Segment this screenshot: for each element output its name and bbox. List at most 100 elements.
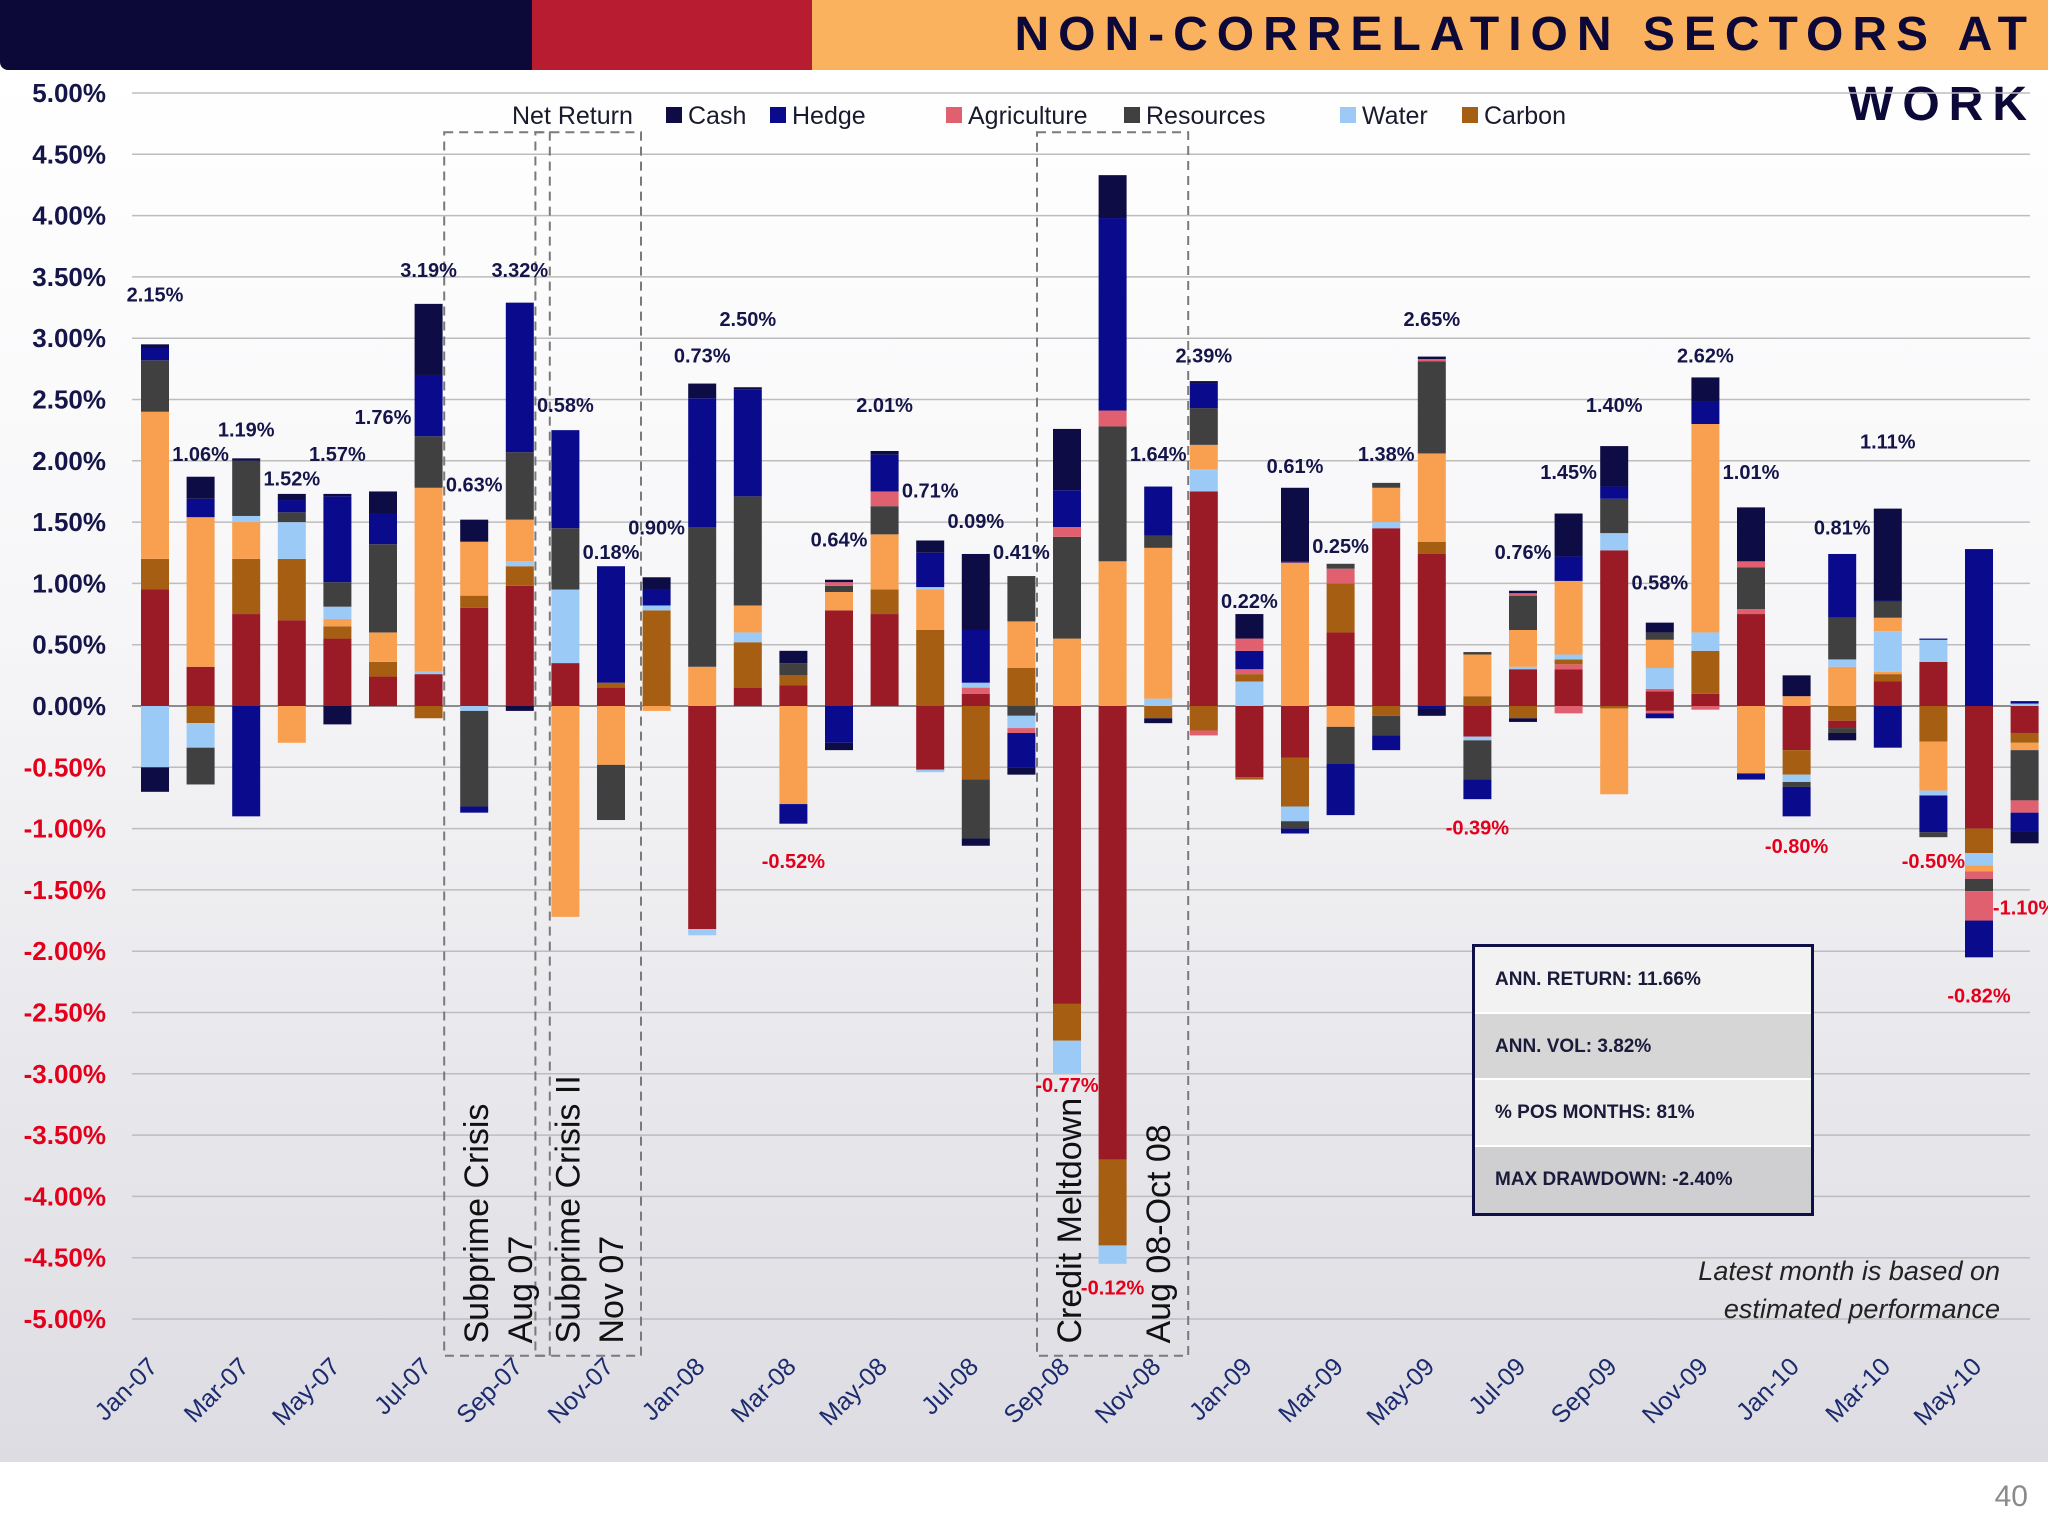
bar-segment-res — [186, 747, 215, 785]
net-return-label: 1.01% — [1723, 462, 1780, 484]
x-tick-label: Jan-10 — [1731, 1352, 1805, 1426]
bar-segment-cash — [1828, 732, 1857, 741]
legend-swatch — [1340, 107, 1356, 123]
bar-segment-water — [1098, 1245, 1127, 1264]
bar-segment-res — [1463, 652, 1492, 655]
bar-segment-hedge — [369, 513, 397, 545]
bar-segment-cash — [1235, 614, 1264, 639]
x-tick-label: Sep-08 — [998, 1352, 1075, 1429]
bar-segment-orange — [414, 487, 443, 672]
bar-segment-cash — [916, 540, 945, 553]
bar-segment-water — [414, 671, 443, 675]
bar-Oct-09 — [1645, 622, 1674, 719]
bar-segment-hedge — [1691, 401, 1720, 425]
legend-label: Net Return — [512, 102, 633, 130]
bar-Aug-08 — [1007, 576, 1036, 775]
bar-segment-water — [1919, 790, 1948, 796]
net-return-label: 1.11% — [1860, 432, 1916, 454]
bar-segment-red — [1645, 691, 1674, 706]
bar-segment-res — [1645, 632, 1674, 640]
bar-segment-red — [1372, 528, 1401, 706]
bar-segment-orange — [232, 522, 261, 559]
bar-segment-cash — [825, 742, 853, 751]
bar-segment-water — [1189, 469, 1218, 492]
bar-segment-carbon — [369, 661, 397, 677]
bar-segment-water — [916, 587, 945, 590]
bar-Apr-08 — [825, 579, 853, 751]
bar-segment-hedge — [277, 500, 306, 513]
bar-segment-water — [460, 706, 489, 711]
legend-label: Cash — [688, 102, 746, 130]
y-tick-label: -5.00% — [24, 1304, 106, 1334]
header-band-orange — [812, 0, 2048, 70]
bar-segment-res — [1326, 726, 1355, 764]
legend-swatch — [770, 107, 786, 123]
bar-segment-water — [733, 632, 762, 643]
bar-segment-water — [2010, 703, 2039, 706]
bar-segment-carbon — [277, 558, 306, 621]
bar-segment-res — [733, 496, 762, 606]
bar-segment-res — [1509, 595, 1537, 630]
bar-segment-orange — [505, 519, 534, 562]
bar-Dec-07 — [642, 577, 671, 711]
net-return-label: 2.01% — [856, 395, 913, 417]
y-tick-label: -4.50% — [24, 1243, 106, 1273]
bar-segment-carbon — [1326, 583, 1355, 633]
bar-segment-agri — [1554, 706, 1583, 714]
slide-header: NON-CORRELATION SECTORS AT WORK — [0, 0, 2048, 131]
y-tick-label: -2.50% — [24, 998, 106, 1028]
bar-Mar-10 — [1873, 508, 1902, 748]
bar-segment-red — [1053, 706, 1081, 1004]
bar-segment-carbon — [1600, 706, 1629, 709]
bar-segment-res — [141, 360, 169, 412]
bar-segment-hedge — [1144, 486, 1173, 536]
bar-segment-water — [1144, 698, 1173, 706]
y-tick-label: 1.00% — [32, 568, 106, 598]
bar-segment-hedge — [141, 348, 169, 361]
bar-segment-water — [1828, 659, 1857, 667]
y-tick-label: -1.00% — [24, 814, 106, 844]
bar-segment-cash — [1873, 508, 1902, 601]
bar-segment-red — [1189, 491, 1218, 706]
y-tick-label: 0.00% — [32, 691, 106, 721]
bar-segment-carbon — [1189, 706, 1218, 731]
bar-segment-hedge — [1007, 732, 1036, 768]
bar-segment-water — [1007, 715, 1036, 729]
x-tick-label: Sep-07 — [451, 1352, 528, 1429]
bar-segment-red — [1098, 706, 1127, 1160]
bar-segment-carbon — [597, 682, 625, 688]
y-tick-label: 4.50% — [32, 139, 106, 169]
bar-segment-water — [1053, 1040, 1081, 1074]
bar-Mar-08 — [779, 650, 808, 824]
bar-segment-hedge — [1645, 713, 1674, 719]
bar-segment-red — [551, 663, 580, 706]
bar-segment-orange — [1873, 617, 1902, 632]
y-tick-label: 2.50% — [32, 385, 106, 415]
bar-segment-agri — [1417, 359, 1446, 362]
bar-segment-agri — [870, 491, 899, 507]
bar-segment-res — [1828, 728, 1857, 733]
bar-segment-red — [1235, 706, 1264, 778]
bar-segment-hedge — [1053, 490, 1081, 528]
net-return-label: 0.22% — [1221, 591, 1278, 613]
max-drawdown-stat: MAX DRAWDOWN: -2.40% — [1475, 1146, 1811, 1213]
crisis-box — [534, 131, 643, 1357]
bar-segment-cash — [1509, 718, 1537, 722]
bar-segment-orange — [1965, 865, 1993, 872]
bar-segment-orange — [825, 591, 853, 611]
x-tick-label: Jul-07 — [369, 1352, 437, 1420]
net-return-label: 1.40% — [1586, 395, 1643, 417]
net-return-label: -0.80% — [1765, 836, 1829, 858]
bar-segment-hedge — [232, 706, 261, 817]
bar-segment-orange — [1463, 654, 1492, 697]
bar-Jun-09 — [1463, 652, 1492, 800]
crisis-box — [443, 131, 551, 1357]
bar-segment-red — [277, 620, 306, 706]
bar-segment-agri — [961, 687, 990, 694]
bar-segment-carbon — [1828, 706, 1857, 721]
x-tick-label: Mar-10 — [1820, 1352, 1896, 1428]
x-tick-label: Mar-08 — [726, 1352, 802, 1428]
bar-segment-carbon — [1463, 696, 1492, 706]
x-tick-label: Mar-09 — [1273, 1352, 1349, 1428]
net-return-label: 0.76% — [1495, 542, 1552, 564]
